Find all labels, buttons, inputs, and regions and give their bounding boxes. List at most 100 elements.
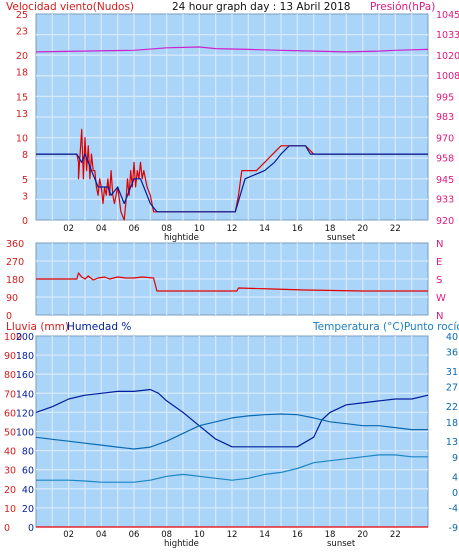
- wind-pressure-grid: [36, 14, 428, 220]
- hightide-marker-lower: hightide: [164, 539, 199, 549]
- wind-tick-label: 3: [22, 191, 28, 202]
- x-tick-label: 22: [390, 224, 401, 234]
- direction-tick-label: 180: [6, 275, 24, 286]
- humidity-tick-label: 20: [22, 504, 34, 515]
- temperature-tick-label: 27: [446, 383, 458, 394]
- rain-tick-label: 20: [4, 485, 16, 496]
- x-tick-label: 22: [390, 530, 401, 540]
- humidity-title: Humedad %: [67, 321, 131, 333]
- x-tick-label: 02: [63, 530, 74, 540]
- x-tick-label: 04: [96, 224, 107, 234]
- x-tick-label: 16: [292, 530, 303, 540]
- compass-tick-label: S: [436, 275, 442, 286]
- temperature-tick-label: 36: [446, 348, 458, 359]
- temperature-tick-label: 31: [446, 367, 458, 378]
- humidity-line: [35, 388, 429, 448]
- x-tick-label: 12: [227, 530, 238, 540]
- temperature-line: [35, 413, 428, 450]
- rain-tick-label: 0: [4, 523, 10, 534]
- temperature-y-ticks: -9 -4 0 4 9 13 18 22 27 31 36 40: [446, 332, 458, 534]
- temperature-tick-label: 9: [452, 453, 458, 464]
- sunset-marker: sunset: [327, 233, 356, 243]
- dewpoint-line: [36, 454, 428, 483]
- pressure-title: Presión(hPa): [370, 1, 435, 13]
- wind-tick-label: 20: [16, 51, 28, 62]
- wind-direction-series: [36, 272, 428, 292]
- rain-tick-label: 70: [4, 389, 16, 400]
- direction-line: [36, 272, 428, 292]
- humidity-tick-label: 200: [16, 332, 34, 343]
- temperature-tick-label: 40: [446, 332, 458, 343]
- compass-tick-label: W: [436, 293, 446, 304]
- wind-tick-label: 10: [16, 134, 28, 145]
- temperature-tick-label: 0: [452, 488, 458, 499]
- rain-tick-label: 100: [4, 332, 22, 343]
- graph-title: 24 hour graph day : 13 Abril 2018: [172, 1, 350, 13]
- x-tick-label: 16: [292, 224, 303, 234]
- humidity-tick-label: 60: [22, 466, 34, 477]
- wind-tick-label: 25: [16, 10, 28, 21]
- wind-pressure-series: [35, 46, 429, 221]
- sunset-marker-lower: sunset: [327, 539, 356, 549]
- wind_avg-line: [36, 145, 428, 213]
- wind-tick-label: 23: [16, 26, 28, 37]
- x-tick-label: 08: [161, 530, 172, 540]
- humidity-x-ticks: 02 04 06 08 10 12 14 16 18 20 22: [63, 530, 400, 540]
- x-tick-label: 14: [259, 530, 270, 540]
- humidity-tick-label: 160: [16, 370, 34, 381]
- compass-tick-label: N: [436, 311, 443, 322]
- x-tick-label: 06: [129, 224, 140, 234]
- wind_gust-line: [36, 128, 428, 221]
- rain-tick-label: 60: [4, 408, 16, 419]
- x-tick-label: 20: [357, 530, 368, 540]
- temperature-title: Temperatura (°C)Punto rocío: [312, 321, 459, 333]
- pressure-tick-label: 958: [436, 153, 454, 164]
- humidity-y-ticks: 0 20 40 60 80 100 120 140 160 180 200: [16, 332, 34, 534]
- rain-y-ticks: 0 10 20 30 40 50 60 70 80 90 100: [4, 332, 22, 534]
- humidity-tick-label: 40: [22, 485, 34, 496]
- x-tick-label: 02: [63, 224, 74, 234]
- pressure-tick-label: 1033: [436, 30, 459, 41]
- direction-tick-label: 90: [6, 293, 18, 304]
- x-tick-label: 18: [325, 224, 336, 234]
- humidity-temperature-grid: [36, 336, 428, 527]
- x-tick-label: 18: [325, 530, 336, 540]
- wind-title: Velocidad viento(Nudos): [6, 1, 134, 13]
- compass-tick-label: N: [436, 239, 443, 250]
- x-tick-label: 12: [227, 224, 238, 234]
- pressure-tick-label: 920: [436, 216, 454, 227]
- pressure-tick-label: 995: [436, 92, 454, 103]
- temperature-tick-label: -4: [449, 504, 458, 515]
- rain-tick-label: 40: [4, 447, 16, 458]
- rain-tick-label: 10: [4, 504, 16, 515]
- rain-title: Lluvia (mm): [6, 321, 69, 333]
- wind-tick-label: 18: [16, 68, 28, 79]
- wind-tick-label: 8: [22, 150, 28, 161]
- x-tick-label: 04: [96, 530, 107, 540]
- pressure-tick-label: 933: [436, 195, 454, 206]
- temperature-tick-label: 4: [452, 472, 458, 483]
- x-tick-label: 14: [259, 224, 270, 234]
- direction-tick-label: 360: [6, 239, 24, 250]
- wind-tick-label: 5: [22, 175, 28, 186]
- pressure-tick-label: 970: [436, 134, 454, 145]
- wind-x-ticks: 02 04 06 08 10 12 14 16 18 20 22: [63, 224, 400, 234]
- humidity-tick-label: 180: [16, 351, 34, 362]
- direction-tick-label: 270: [6, 257, 24, 268]
- x-tick-label: 06: [129, 530, 140, 540]
- rain-tick-label: 90: [4, 351, 16, 362]
- rain-tick-label: 50: [4, 428, 16, 439]
- pressure-tick-label: 1045: [436, 10, 459, 21]
- hightide-marker: hightide: [164, 233, 199, 243]
- temperature-tick-label: 18: [446, 418, 458, 429]
- rain-tick-label: 30: [4, 466, 16, 477]
- pressure-tick-label: 983: [436, 112, 454, 123]
- direction-y-ticks: 0 90 180 270 360: [6, 239, 24, 322]
- pressure-tick-label: 1020: [436, 51, 459, 62]
- direction-tick-label: 0: [6, 311, 12, 322]
- wind-tick-label: 0: [22, 216, 28, 227]
- wind-y-ticks: 0 3 5 8 10 13 15 18 20 23 25: [16, 10, 28, 227]
- pressure-tick-label: 1008: [436, 71, 459, 82]
